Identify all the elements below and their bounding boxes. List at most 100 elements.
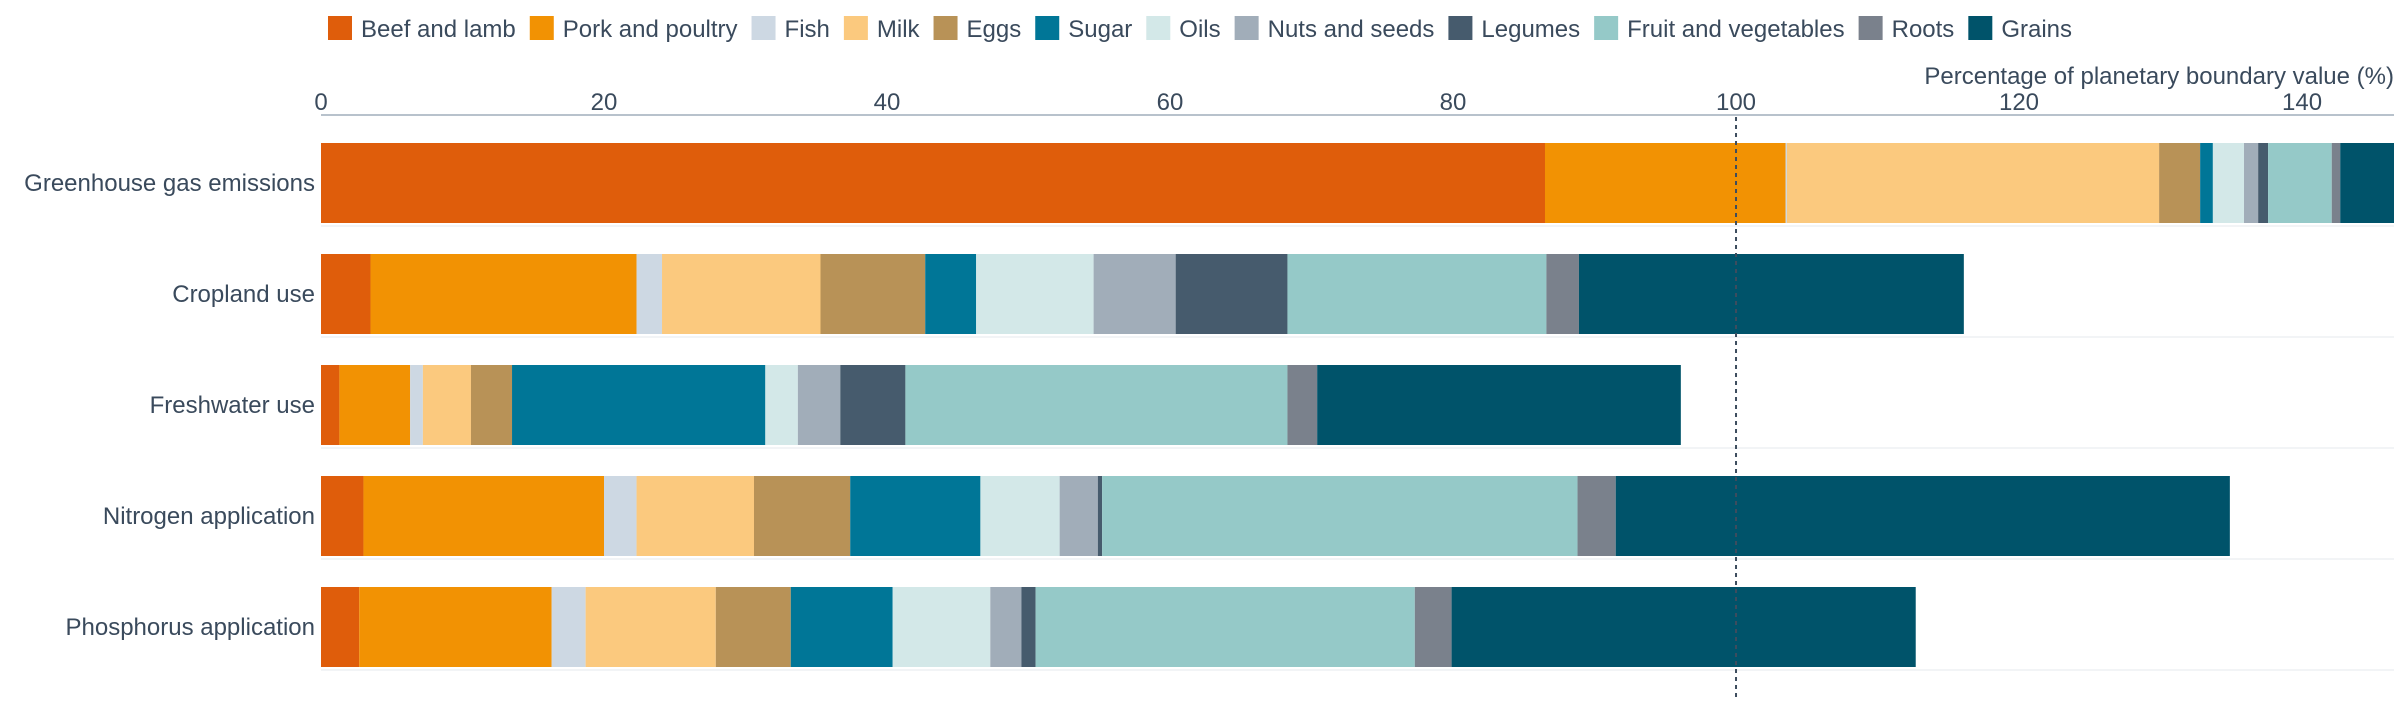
- bar-segment-grains: [2340, 143, 2394, 223]
- bar-segment-sugar: [512, 365, 766, 445]
- bar-segment-fruit-and-vegetables: [905, 365, 1288, 445]
- x-tick-label: 80: [1440, 89, 1467, 116]
- bar-segment-roots: [2331, 143, 2341, 223]
- legend-label: Oils: [1179, 16, 1220, 43]
- bar-segment-beef-and-lamb: [321, 254, 371, 334]
- bar-segment-sugar: [790, 587, 893, 667]
- bar-segment-fish: [410, 365, 423, 445]
- legend-label: Legumes: [1481, 16, 1580, 43]
- legend-item-roots: Roots: [1858, 16, 1955, 43]
- category-label: Phosphorus application: [65, 614, 315, 641]
- legend-item-milk: Milk: [843, 16, 921, 43]
- category-label: Nitrogen application: [103, 503, 315, 530]
- bar-segment-roots: [1287, 365, 1318, 445]
- bar-segment-oils: [2212, 143, 2245, 223]
- legend-label: Eggs: [967, 16, 1022, 43]
- bar-segment-oils: [980, 476, 1060, 556]
- bar-segment-fish: [604, 476, 637, 556]
- bar-segment-nuts-and-seeds: [2244, 143, 2259, 223]
- legend-swatch: [1234, 16, 1259, 40]
- x-axis: Percentage of planetary boundary value (…: [314, 63, 2394, 116]
- bar-segment-oils: [892, 587, 991, 667]
- bar-row-freshwater-use: [321, 365, 1681, 445]
- bar-segment-fruit-and-vegetables: [1287, 254, 1547, 334]
- bar-segment-fruit-and-vegetables: [1035, 587, 1415, 667]
- legend-item-pork-and-poultry: Pork and poultry: [529, 16, 738, 43]
- bar-segment-nuts-and-seeds: [1093, 254, 1176, 334]
- bar-segment-nuts-and-seeds: [1059, 476, 1098, 556]
- bar-segment-pork-and-poultry: [1544, 143, 1786, 223]
- bars: [321, 143, 2394, 667]
- category-labels: Greenhouse gas emissions Cropland use Fres…: [24, 170, 315, 641]
- bar-segment-milk: [1786, 143, 2160, 223]
- bar-segment-eggs: [753, 476, 851, 556]
- x-tick-label: 120: [1999, 89, 2039, 116]
- bar-segment-pork-and-poultry: [339, 365, 411, 445]
- bar-segment-grains: [1615, 476, 2230, 556]
- legend-label: Roots: [1892, 16, 1955, 43]
- bar-segment-nuts-and-seeds: [797, 365, 841, 445]
- legend-swatch: [843, 16, 868, 40]
- bar-segment-beef-and-lamb: [321, 476, 364, 556]
- bar-segment-sugar: [850, 476, 981, 556]
- legend-label: Sugar: [1068, 16, 1132, 43]
- bar-segment-fruit-and-vegetables: [2268, 143, 2332, 223]
- legend-swatch: [1035, 16, 1060, 40]
- legend-swatch: [1448, 16, 1473, 40]
- bar-segment-eggs: [715, 587, 791, 667]
- legend-item-grains: Grains: [1968, 16, 2072, 43]
- legend-label: Nuts and seeds: [1268, 16, 1435, 43]
- bar-row-nitrogen-application: [321, 476, 2230, 556]
- bar-segment-milk: [422, 365, 471, 445]
- legend-label: Grains: [2001, 16, 2072, 43]
- bar-segment-legumes: [1097, 476, 1103, 556]
- legend-item-legumes: Legumes: [1448, 16, 1580, 43]
- legend-label: Milk: [877, 16, 921, 43]
- bar-segment-legumes: [1175, 254, 1288, 334]
- bar-segment-grains: [1317, 365, 1681, 445]
- bar-segment-sugar: [925, 254, 977, 334]
- bar-segment-fish: [1785, 143, 1787, 223]
- legend-label: Beef and lamb: [361, 16, 516, 43]
- bar-segment-roots: [1577, 476, 1616, 556]
- bar-segment-fish: [551, 587, 586, 667]
- bar-segment-fruit-and-vegetables: [1102, 476, 1578, 556]
- bar-segment-legumes: [1021, 587, 1036, 667]
- legend-item-fruit-and-vegetables: Fruit and vegetables: [1594, 16, 1845, 43]
- bar-segment-pork-and-poultry: [370, 254, 637, 334]
- bar-segment-legumes: [840, 365, 906, 445]
- category-label: Greenhouse gas emissions: [24, 170, 315, 197]
- x-tick-label: 140: [2282, 89, 2322, 116]
- legend-item-sugar: Sugar: [1035, 16, 1132, 43]
- gridlines: [321, 225, 2394, 671]
- legend-item-oils: Oils: [1146, 16, 1221, 43]
- bar-segment-oils: [976, 254, 1094, 334]
- legend-swatch: [933, 16, 958, 40]
- bar-segment-eggs: [2159, 143, 2201, 223]
- legend-label: Pork and poultry: [563, 16, 738, 43]
- bar-segment-milk: [662, 254, 821, 334]
- legend-item-beef-and-lamb: Beef and lamb: [327, 16, 516, 43]
- legend-swatch: [1968, 16, 1993, 40]
- bar-row-phosphorus-application: [321, 587, 1916, 667]
- legend-swatch: [751, 16, 776, 40]
- legend-item-fish: Fish: [751, 16, 830, 43]
- bar-segment-legumes: [2258, 143, 2269, 223]
- legend: Beef and lamb Pork and poultry Fish Milk Egg…: [327, 16, 2072, 43]
- legend-swatch: [1858, 16, 1883, 40]
- bar-segment-milk: [636, 476, 754, 556]
- bar-segment-roots: [1414, 587, 1452, 667]
- x-tick-label: 40: [874, 89, 901, 116]
- x-axis-title: Percentage of planetary boundary value (…: [1924, 63, 2394, 90]
- x-tick-label: 20: [591, 89, 618, 116]
- legend-label: Fruit and vegetables: [1627, 16, 1844, 43]
- x-tick-label: 0: [314, 89, 327, 116]
- bar-segment-pork-and-poultry: [363, 476, 605, 556]
- bar-segment-oils: [765, 365, 798, 445]
- legend-swatch: [1594, 16, 1619, 40]
- bar-segment-pork-and-poultry: [359, 587, 552, 667]
- bar-segment-beef-and-lamb: [321, 587, 360, 667]
- bar-segment-eggs: [820, 254, 926, 334]
